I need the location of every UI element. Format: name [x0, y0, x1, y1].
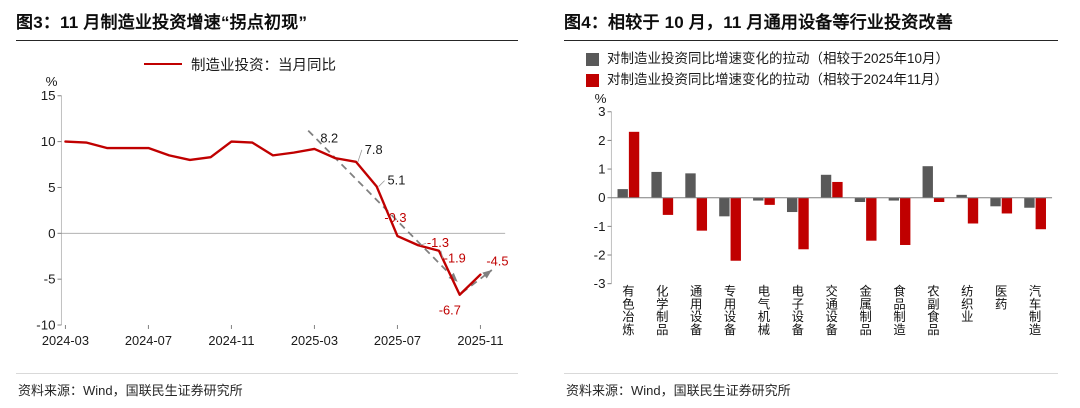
y-axis: 15 10 5 0 -5 -10% [36, 76, 62, 332]
svg-text:食品制造: 食品制造 [893, 284, 906, 338]
bar [617, 189, 628, 198]
y-axis: 3 2 1 0 -1 -2 -3% [594, 92, 612, 291]
bar [956, 194, 967, 198]
bar [798, 197, 809, 250]
svg-text:%: % [46, 76, 58, 89]
bar [730, 197, 741, 261]
svg-text:-4.5: -4.5 [486, 254, 508, 269]
svg-text:-6.7: -6.7 [439, 303, 461, 318]
bar [866, 197, 877, 241]
line-series-label: 制造业投资：当月同比 [191, 57, 336, 74]
svg-text:交通设备: 交通设备 [826, 284, 838, 338]
svg-text:医药: 医药 [995, 285, 1007, 312]
svg-text:1: 1 [598, 162, 605, 177]
data-labels: 8.2 7.8 5.1 -0.3 -1.3-1.9 -6.7 -4.5 [320, 130, 508, 317]
line-series [64, 140, 482, 296]
svg-text:2025-07: 2025-07 [374, 333, 421, 348]
panel-figure4: 图4：相较于 10 月，11 月通用设备等行业投资改善 对制造业投资同比增速变化… [540, 0, 1080, 408]
svg-text:-10: -10 [36, 317, 55, 332]
red-series-label: 对制造业投资同比增速变化的拉动（相较于2024年11月） [607, 72, 949, 87]
bar [1035, 197, 1046, 230]
line-chart: 15 10 5 0 -5 -10% 2024-03 2024-07 2024-11 2025-03… [36, 76, 508, 348]
svg-text:电气机械: 电气机械 [758, 285, 771, 338]
svg-text:2025-03: 2025-03 [291, 333, 338, 348]
svg-text:5: 5 [48, 180, 55, 195]
legend-row-gray: 对制造业投资同比增速变化的拉动（相较于2025年10月） [586, 51, 1058, 67]
svg-text:2024-07: 2024-07 [125, 333, 172, 348]
svg-text:7.8: 7.8 [365, 142, 383, 157]
svg-text:有色冶炼: 有色冶炼 [622, 285, 634, 338]
svg-text:化学制品: 化学制品 [656, 285, 668, 338]
svg-text:-1.3: -1.3 [427, 235, 449, 250]
bar [922, 166, 933, 198]
bar-chart: 3 2 1 0 -1 -2 -3% 有色冶炼 化学制品 通用设备 专用设备 电气机械 电子设备 交通设备 金… [594, 92, 1053, 338]
svg-text:汽车制造: 汽车制造 [1029, 284, 1041, 338]
bar [786, 197, 798, 213]
legend-row-red: 对制造业投资同比增速变化的拉动（相较于2024年11月） [586, 72, 1058, 88]
bar [990, 197, 1001, 207]
gray-series-swatch-icon [586, 52, 599, 66]
svg-text:0: 0 [598, 190, 605, 205]
svg-text:纺织业: 纺织业 [961, 285, 973, 325]
svg-text:-0.3: -0.3 [384, 210, 406, 225]
svg-text:10: 10 [41, 134, 56, 149]
bar [764, 197, 775, 205]
svg-text:专用设备: 专用设备 [724, 284, 736, 338]
svg-text:-2: -2 [594, 247, 606, 262]
bar [662, 197, 674, 215]
figure4-source: 资料来源：Wind，国联民生证券研究所 [564, 373, 1058, 408]
figure4-legend: 对制造业投资同比增速变化的拉动（相较于2025年10月） 对制造业投资同比增速变… [586, 51, 1058, 88]
svg-text:2024-03: 2024-03 [42, 333, 89, 348]
bar [1024, 197, 1035, 208]
red-series-swatch-icon [586, 73, 599, 87]
svg-text:2024-11: 2024-11 [208, 333, 254, 348]
bar [888, 197, 900, 201]
bar [628, 131, 640, 198]
svg-text:-1: -1 [594, 219, 606, 234]
line-series-swatch-icon [144, 63, 182, 65]
svg-text:-1.9: -1.9 [444, 251, 466, 266]
bar [820, 174, 832, 198]
bar [685, 173, 696, 198]
gray-series-label: 对制造业投资同比增速变化的拉动（相较于2025年10月） [607, 51, 950, 66]
bar [967, 197, 979, 224]
bar [651, 171, 662, 198]
bar-series-0 [617, 166, 1035, 217]
bar [1001, 197, 1013, 214]
svg-text:农副食品: 农副食品 [927, 285, 940, 338]
svg-text:15: 15 [41, 88, 56, 103]
figure3-title: 图3：11 月制造业投资增速“拐点初现” [16, 8, 518, 41]
svg-text:通用设备: 通用设备 [690, 285, 702, 338]
svg-text:3: 3 [598, 104, 605, 119]
svg-text:%: % [595, 92, 607, 106]
bar [933, 197, 945, 203]
bar [854, 197, 866, 203]
bar [719, 197, 730, 217]
figure3-source: 资料来源：Wind，国联民生证券研究所 [16, 373, 518, 408]
figure3-legend: 制造业投资：当月同比 [144, 54, 518, 74]
bar-series-1 [628, 131, 1046, 261]
bar [753, 197, 764, 201]
x-axis-labels: 2024-03 2024-07 2024-11 2025-03 2025-07 2025-… [42, 325, 504, 348]
svg-text:5.1: 5.1 [388, 173, 406, 188]
figure4-title: 图4：相较于 10 月，11 月通用设备等行业投资改善 [564, 8, 1058, 41]
svg-text:金属制品: 金属制品 [859, 284, 871, 338]
bar [832, 181, 843, 198]
svg-text:2: 2 [598, 133, 605, 148]
bar [900, 197, 911, 245]
svg-text:-5: -5 [44, 272, 56, 287]
svg-text:8.2: 8.2 [320, 130, 338, 145]
panel-figure3: 图3：11 月制造业投资增速“拐点初现” 制造业投资：当月同比 15 10 5 0 -5… [16, 8, 518, 408]
svg-text:0: 0 [48, 226, 55, 241]
category-labels: 有色冶炼 化学制品 通用设备 专用设备 电气机械 电子设备 交通设备 金属制品 食品制造 农副食品… [622, 284, 1041, 338]
svg-text:电子设备: 电子设备 [792, 285, 804, 338]
svg-text:-3: -3 [594, 276, 606, 291]
svg-text:2025-11: 2025-11 [457, 333, 503, 348]
bar [696, 197, 708, 231]
